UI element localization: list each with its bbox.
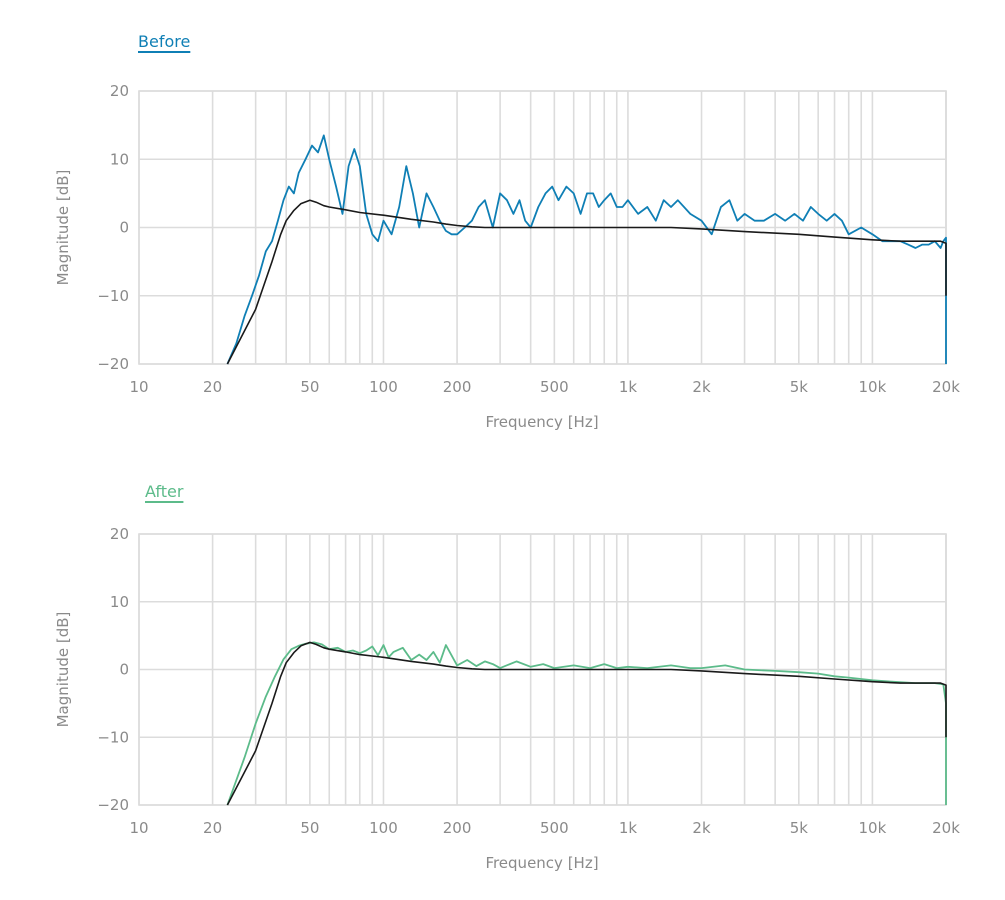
legend-entry: Before (138, 32, 190, 51)
y-axis-label: Magnitude [dB] (54, 170, 72, 286)
series-line (226, 134, 947, 365)
y-tick-label: −20 (97, 355, 129, 373)
y-tick-label: 20 (110, 525, 129, 543)
series-line (226, 641, 947, 806)
y-tick-label: 0 (119, 661, 129, 679)
x-tick-label: 10k (859, 378, 887, 396)
y-tick-label: −20 (97, 796, 129, 814)
y-tick-label: −10 (97, 728, 129, 746)
x-tick-label: 500 (540, 819, 569, 837)
y-tick-label: 10 (110, 150, 129, 168)
y-axis-label: Magnitude [dB] (54, 612, 72, 728)
x-tick-label: 10 (129, 819, 148, 837)
x-axis-label: Frequency [Hz] (485, 413, 598, 431)
x-tick-label: 50 (300, 819, 319, 837)
x-tick-label: 100 (369, 819, 398, 837)
x-tick-label: 10 (129, 378, 148, 396)
series-line (226, 199, 947, 365)
plot-frame (138, 533, 947, 806)
x-tick-label: 50 (300, 378, 319, 396)
y-tick-label: 10 (110, 593, 129, 611)
x-tick-label: 5k (790, 819, 809, 837)
x-axis-label: Frequency [Hz] (485, 854, 598, 872)
y-tick-label: 20 (110, 82, 129, 100)
x-tick-label: 20 (203, 378, 222, 396)
x-tick-label: 2k (692, 378, 711, 396)
x-tick-label: 20k (932, 378, 960, 396)
x-tick-label: 100 (369, 378, 398, 396)
x-tick-label: 500 (540, 378, 569, 396)
y-tick-label: 0 (119, 219, 129, 237)
x-tick-label: 200 (443, 378, 472, 396)
series-line (226, 641, 947, 806)
x-tick-label: 5k (790, 378, 809, 396)
x-tick-label: 10k (859, 819, 887, 837)
x-tick-label: 2k (692, 819, 711, 837)
x-tick-label: 1k (619, 819, 638, 837)
x-tick-label: 20 (203, 819, 222, 837)
x-tick-label: 20k (932, 819, 960, 837)
plot-frame (138, 90, 947, 365)
x-tick-label: 1k (619, 378, 638, 396)
legend-entry: After (145, 482, 184, 501)
y-tick-label: −10 (97, 287, 129, 305)
x-tick-label: 200 (443, 819, 472, 837)
